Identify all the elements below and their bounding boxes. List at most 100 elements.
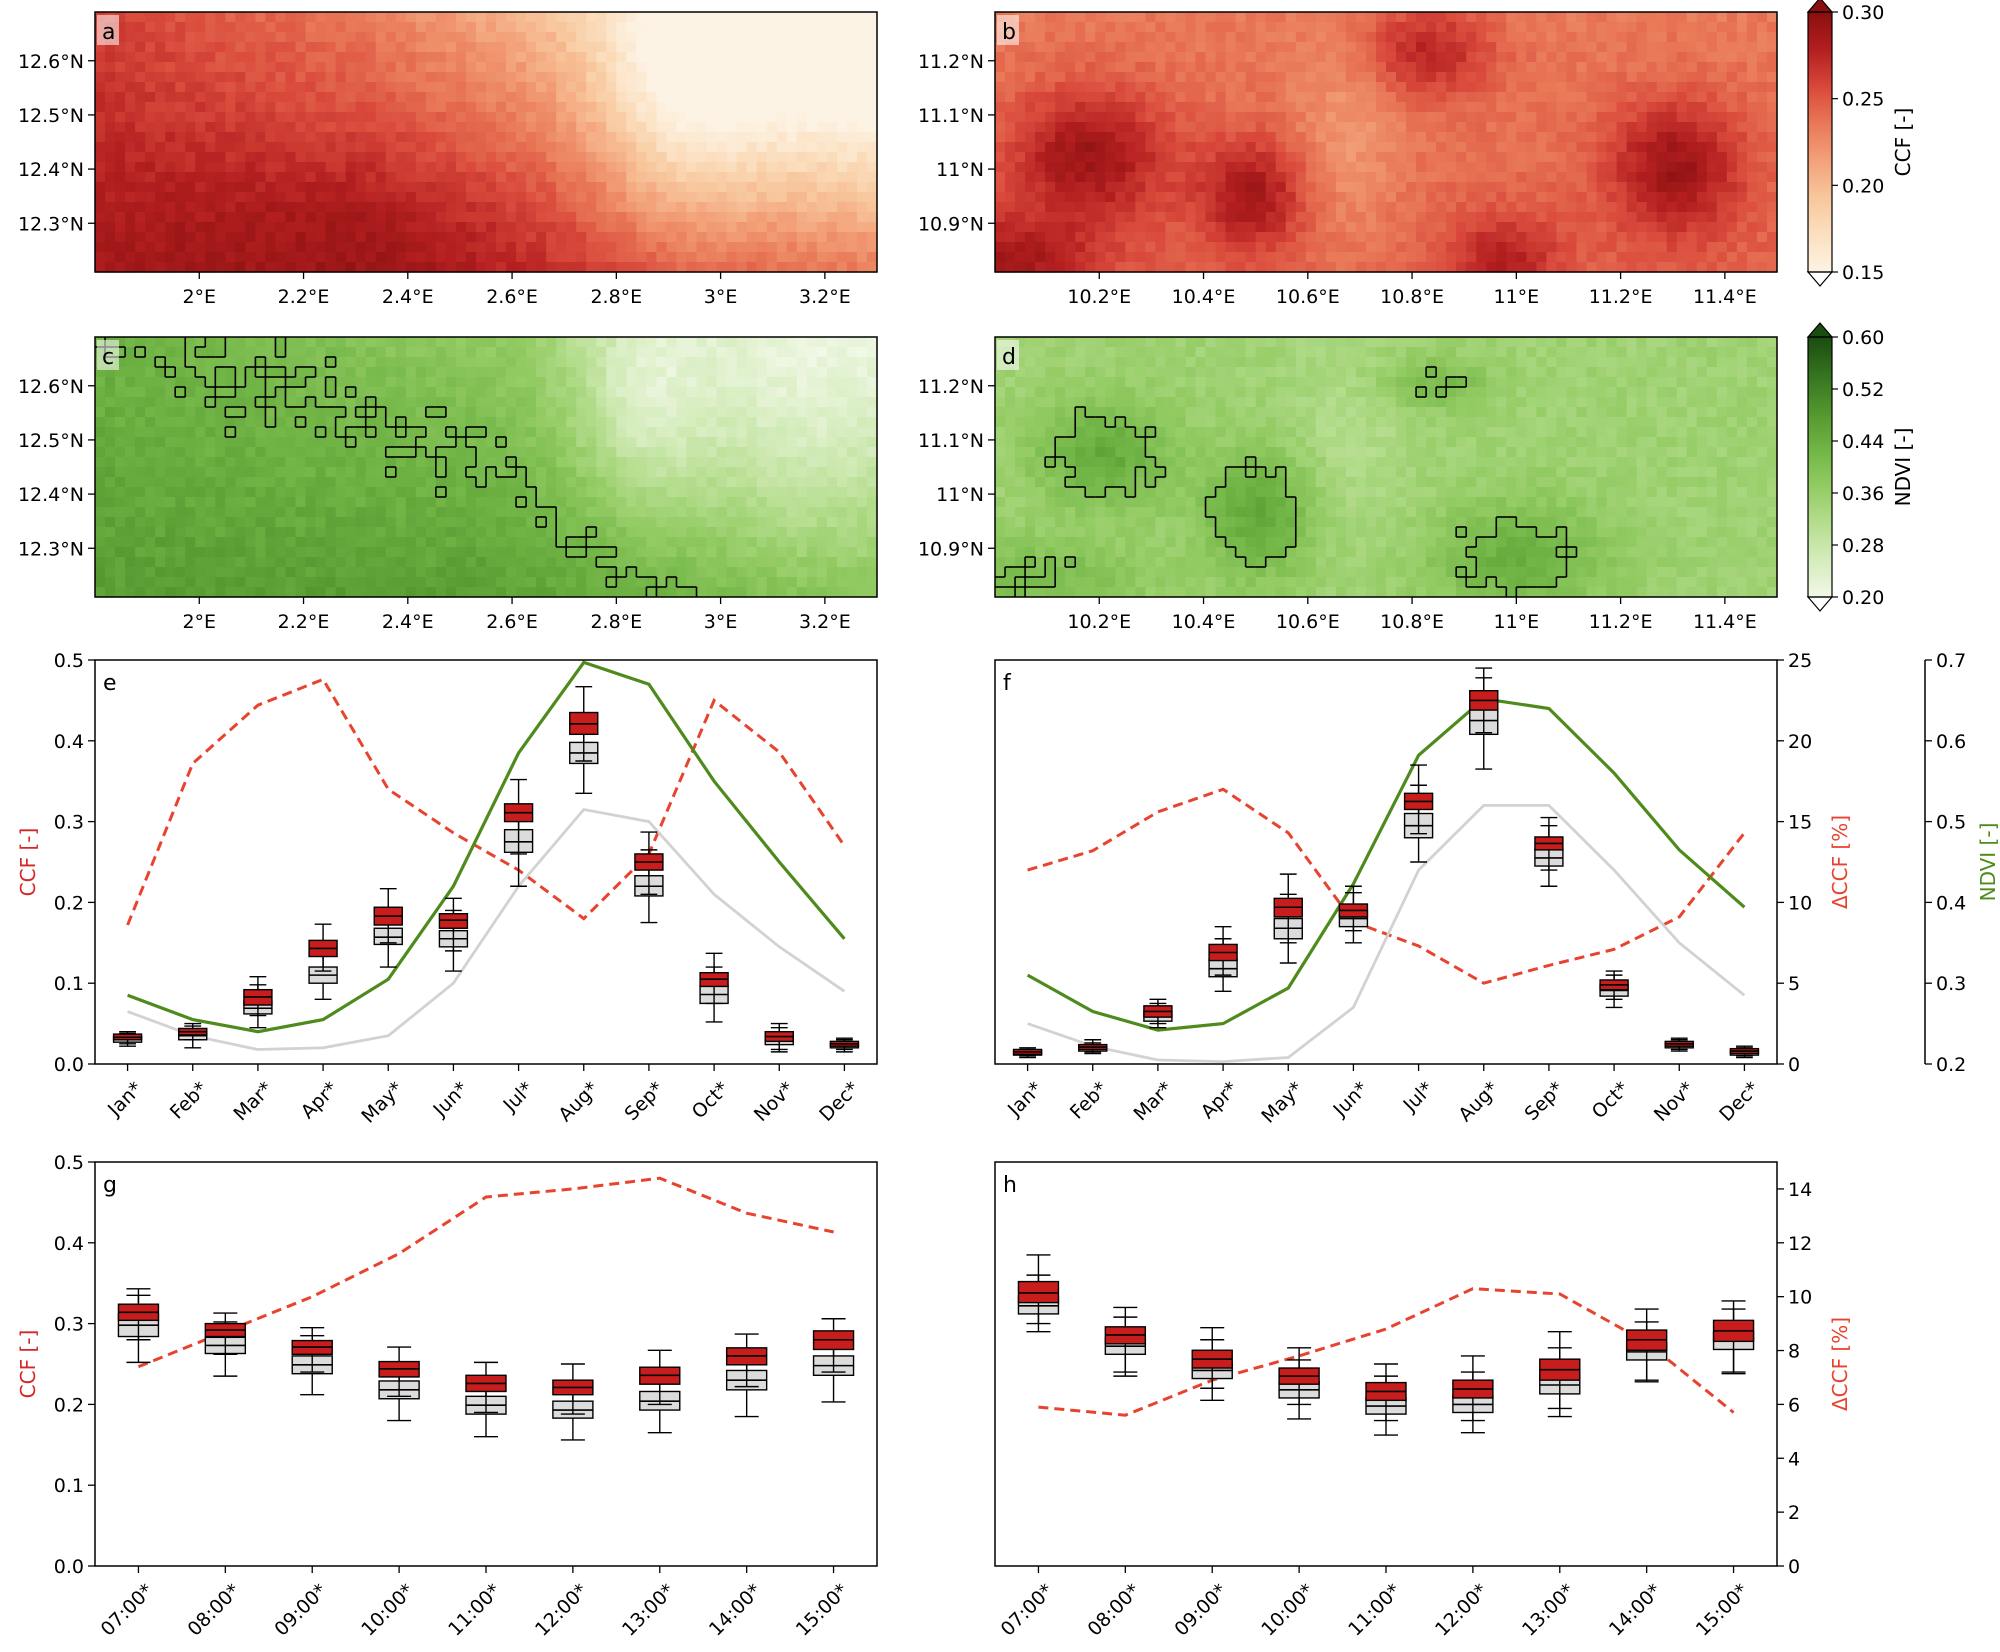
map-cell	[135, 42, 146, 53]
map-cell	[325, 132, 337, 143]
map-cell	[1045, 112, 1056, 123]
map-cell	[265, 12, 277, 23]
x-tick-label: 11°E	[1493, 286, 1539, 308]
map-cell	[235, 407, 246, 418]
map-cell	[125, 132, 136, 143]
map-cell	[736, 22, 748, 33]
map-cell	[686, 387, 698, 398]
map-cell	[1666, 142, 1678, 153]
map-cell	[1576, 172, 1588, 183]
colorbar-band	[1808, 36, 1832, 39]
map-cell	[1666, 112, 1678, 123]
map-cell	[175, 377, 186, 388]
map-cell	[516, 252, 527, 263]
map-cell	[1015, 122, 1026, 133]
map-cell	[496, 242, 507, 253]
map-cell	[506, 72, 517, 83]
map-cell	[506, 252, 517, 263]
map-cell	[1075, 182, 1086, 193]
map-cell	[576, 52, 587, 63]
map-cell	[1406, 222, 1417, 233]
map-cell	[345, 82, 357, 93]
map-cell	[1626, 122, 1638, 133]
map-cell	[1015, 92, 1026, 103]
map-cell	[726, 72, 738, 83]
map-cell	[1396, 152, 1407, 163]
map-cell	[526, 142, 537, 153]
map-cell	[576, 357, 587, 368]
map-cell	[235, 132, 246, 143]
colorbar-band	[1808, 230, 1832, 233]
colorbar-band	[1808, 90, 1832, 92]
map-cell	[435, 397, 447, 408]
map-cell	[736, 337, 748, 348]
map-cell	[1466, 102, 1477, 113]
map-cell	[305, 172, 317, 183]
map-cell	[776, 242, 788, 253]
map-cell	[415, 192, 427, 203]
map-cell	[475, 102, 487, 113]
map-cell	[566, 52, 577, 63]
map-cell	[1205, 52, 1217, 63]
map-cell	[1576, 142, 1588, 153]
map-cell	[145, 92, 156, 103]
map-cell	[165, 222, 176, 233]
map-cell	[1676, 212, 1688, 223]
map-cell	[305, 42, 317, 53]
map-cell	[716, 407, 728, 418]
map-cell	[1325, 72, 1337, 83]
map-cell	[856, 162, 868, 173]
map-cell	[335, 152, 347, 163]
colorbar-band	[1808, 229, 1832, 231]
map-cell	[115, 32, 126, 43]
map-cell	[445, 182, 457, 193]
map-cell	[1396, 182, 1407, 193]
map-cell	[395, 192, 407, 203]
map-cell	[425, 387, 437, 398]
map-cell	[335, 132, 347, 143]
map-cell	[1436, 52, 1447, 63]
map-cell	[1616, 202, 1628, 213]
map-cell	[1195, 242, 1207, 253]
map-cell	[1586, 52, 1598, 63]
map-cell	[616, 242, 627, 253]
map-cell	[1185, 62, 1197, 73]
map-cell	[1365, 232, 1377, 243]
map-cell	[1476, 202, 1487, 213]
map-cell	[1656, 152, 1668, 163]
map-cell	[1245, 222, 1257, 233]
map-cell	[1035, 32, 1046, 43]
map-cell	[1325, 42, 1337, 53]
map-cell	[105, 52, 116, 63]
map-cell	[1436, 142, 1447, 153]
map-cell	[546, 212, 557, 223]
map-cell	[736, 407, 748, 418]
map-cell	[1275, 252, 1287, 263]
colorbar-band	[1808, 58, 1832, 61]
map-cell	[866, 142, 878, 153]
map-cell	[696, 397, 708, 408]
map-cell	[826, 212, 838, 223]
map-cell	[666, 152, 678, 163]
map-cell	[385, 132, 397, 143]
map-cell	[1546, 62, 1558, 73]
map-cell	[616, 82, 627, 93]
map-cell	[1446, 42, 1457, 53]
map-cell	[185, 32, 196, 43]
map-cell	[1245, 22, 1257, 33]
map-cell	[626, 162, 637, 173]
map-cell	[1175, 242, 1187, 253]
map-cell	[305, 12, 317, 23]
map-cell	[1075, 62, 1086, 73]
map-cell	[736, 212, 748, 223]
map-cell	[496, 52, 507, 63]
map-cell	[1486, 152, 1497, 163]
map-cell	[1736, 222, 1748, 233]
map-cell	[596, 32, 607, 43]
map-cell	[1456, 212, 1467, 223]
map-cell	[215, 417, 226, 428]
map-cell	[1135, 182, 1146, 193]
map-cell	[185, 387, 196, 398]
map-cell	[576, 22, 587, 33]
map-cell	[235, 337, 246, 348]
